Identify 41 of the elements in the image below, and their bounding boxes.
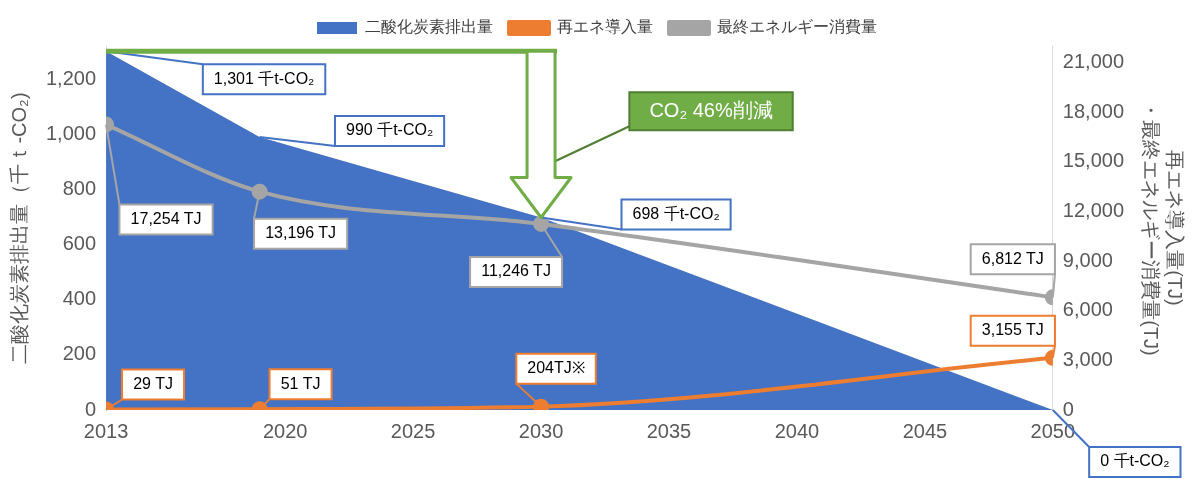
data-label: 6,812 TJ — [981, 249, 1044, 267]
data-label: 17,254 TJ — [130, 209, 202, 227]
x-tick-label: 2040 — [774, 419, 820, 442]
x-tick-label: 2020 — [262, 419, 308, 442]
y-axis-title: 二酸化炭素排出量（千ｔ-CO₂) — [7, 92, 30, 364]
y2-tick-label: 21,000 — [1062, 50, 1124, 73]
data-label: 698 千t-CO₂ — [632, 204, 720, 222]
y-tick-label: 1,200 — [45, 66, 97, 89]
data-label: 1,301 千t-CO₂ — [213, 69, 315, 87]
y-tick-label: 800 — [62, 176, 97, 199]
y2-tick-label: 9,000 — [1062, 248, 1113, 271]
x-tick-label: 2035 — [646, 419, 692, 442]
y-tick-label: 1,000 — [45, 121, 97, 144]
data-label: 13,196 TJ — [265, 224, 337, 242]
x-tick-label: 2050 — [1030, 419, 1076, 442]
y-tick-label: 200 — [62, 342, 97, 365]
data-label: 204TJ※ — [527, 359, 585, 377]
y2-axis-title: 再エネ導入量(TJ) ・最終エネルギー消費量(TJ) — [1140, 100, 1187, 356]
x-tick-label: 2025 — [390, 419, 436, 442]
y2-tick-label: 3,000 — [1062, 347, 1113, 370]
y2-tick-label: 6,000 — [1062, 298, 1113, 321]
annotation: CO₂ 46%削減 — [649, 98, 773, 121]
legend-label: 二酸化炭素排出量 — [365, 18, 493, 36]
y-tick-label: 400 — [62, 287, 97, 310]
data-label: 990 千t-CO₂ — [346, 121, 434, 139]
data-label: 3,155 TJ — [981, 321, 1044, 339]
data-label: 29 TJ — [133, 374, 173, 392]
legend-label: 最終エネルギー消費量 — [717, 18, 877, 36]
y-tick-label: 600 — [62, 232, 97, 255]
data-label: 11,246 TJ — [481, 262, 551, 280]
y2-tick-label: 18,000 — [1062, 99, 1124, 122]
y2-tick-label: 15,000 — [1062, 149, 1124, 172]
data-label: 51 TJ — [280, 374, 321, 392]
y-tick-label: 0 — [84, 397, 97, 420]
x-tick-label: 2030 — [518, 419, 564, 442]
data-label: 0 千t-CO₂ — [1100, 452, 1170, 470]
x-tick-label: 2013 — [83, 419, 129, 442]
y2-tick-label: 0 — [1062, 397, 1074, 420]
y2-tick-label: 12,000 — [1062, 198, 1124, 221]
x-tick-label: 2045 — [902, 419, 948, 442]
legend-label: 再エネ導入量 — [557, 18, 653, 36]
